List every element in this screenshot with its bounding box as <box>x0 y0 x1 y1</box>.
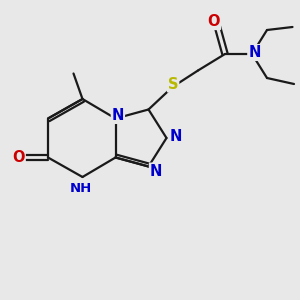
Text: N: N <box>112 108 124 123</box>
Text: N: N <box>248 45 261 60</box>
Text: N: N <box>169 129 182 144</box>
Text: N: N <box>150 164 162 178</box>
Text: O: O <box>208 14 220 29</box>
Text: S: S <box>168 76 178 92</box>
Text: NH: NH <box>70 182 92 195</box>
Text: O: O <box>12 150 25 165</box>
